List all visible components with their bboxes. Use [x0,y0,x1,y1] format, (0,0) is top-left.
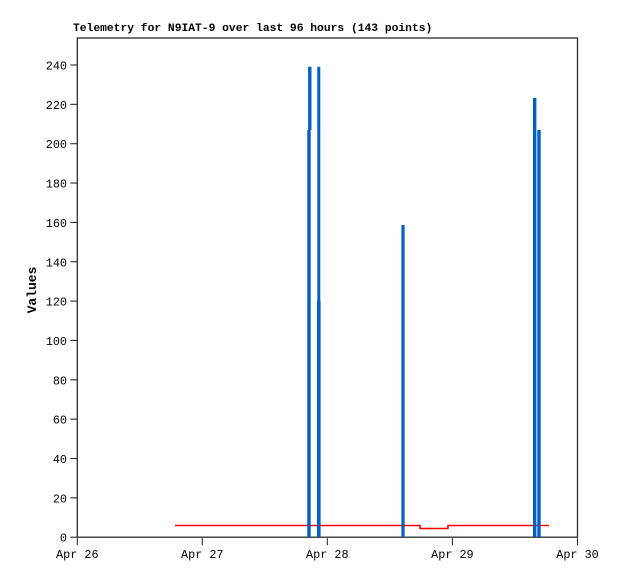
svg-text:Telemetry for N9IAT-9 over las: Telemetry for N9IAT-9 over last 96 hours… [73,23,432,35]
svg-text:100: 100 [46,335,67,349]
svg-text:180: 180 [46,178,67,192]
svg-text:140: 140 [46,256,67,270]
svg-text:220: 220 [46,99,67,113]
svg-text:200: 200 [46,138,67,152]
svg-text:80: 80 [53,374,67,388]
svg-text:Apr 30: Apr 30 [556,548,598,562]
svg-text:Apr 29: Apr 29 [431,548,473,562]
svg-text:40: 40 [53,453,67,467]
svg-text:0: 0 [60,532,67,546]
svg-text:60: 60 [53,414,67,428]
svg-text:240: 240 [46,60,67,74]
svg-text:Apr 28: Apr 28 [306,548,348,562]
svg-text:Values: Values [25,266,40,313]
svg-text:120: 120 [46,296,67,310]
svg-text:160: 160 [46,217,67,231]
svg-text:Apr 27: Apr 27 [181,548,223,562]
svg-text:Apr 26: Apr 26 [56,548,98,562]
svg-text:20: 20 [53,492,67,506]
